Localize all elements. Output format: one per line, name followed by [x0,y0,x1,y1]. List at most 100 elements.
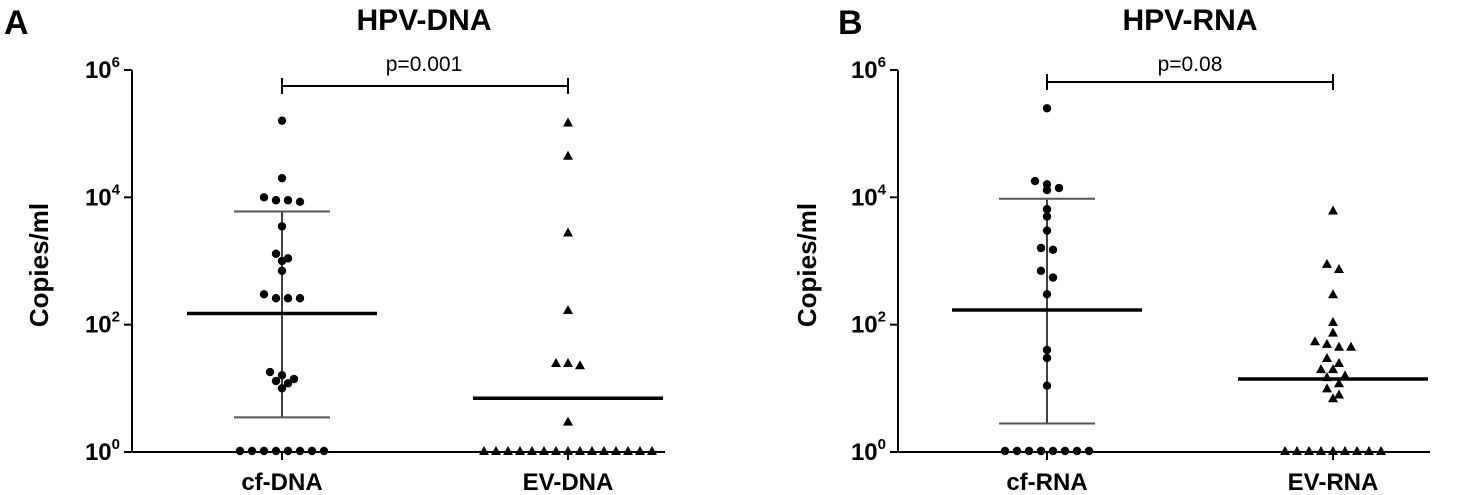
data-point [1060,446,1070,456]
data-point [271,446,281,456]
data-point [277,222,287,231]
data-point [277,256,287,266]
data-point [319,446,329,456]
data-point [1036,266,1046,276]
data-point [1042,381,1052,390]
data-point [259,446,269,456]
y-tick-label: 106 [851,54,886,84]
data-point [1084,446,1094,456]
y-tick-label: 106 [85,54,120,84]
data-point [527,446,537,455]
y-tick-label: 100 [851,436,886,466]
data-point [1334,357,1344,367]
data-point [1334,378,1344,388]
data-point [1346,341,1356,351]
data-point [265,367,275,377]
data-point [1352,446,1362,455]
data-point [283,379,293,388]
data-point [551,357,561,367]
data-point [563,416,573,426]
chart-title-b: HPV-RNA [1122,4,1257,37]
data-point [1048,245,1058,254]
data-point [563,357,573,367]
data-point [277,371,287,380]
data-point [1364,446,1374,455]
data-point [1376,446,1386,455]
data-point [1328,317,1338,327]
data-point [1334,389,1344,399]
data-point [295,446,305,456]
data-point [563,117,573,127]
data-point [623,446,633,455]
data-point [1334,263,1344,273]
data-point [599,446,609,455]
data-point [277,384,287,393]
data-point [575,446,585,455]
data-point [563,150,573,160]
category-label-cf-rna: cf-RNA [1006,469,1087,495]
data-point [1042,345,1052,355]
data-point [491,446,501,455]
data-point [259,290,269,299]
data-point [1042,185,1052,195]
data-point [1328,446,1338,455]
y-tick-label: 100 [85,436,120,466]
data-point [1042,205,1052,214]
data-point [1322,352,1332,362]
data-point [1048,446,1058,456]
data-point [1042,104,1052,113]
data-point [295,294,305,303]
data-point [611,446,621,455]
data-point [1328,289,1338,299]
data-point [1310,336,1320,346]
data-point [1322,383,1332,393]
panel-letter-b: B [838,4,863,42]
data-point [1328,393,1338,403]
data-point [247,446,257,456]
data-point [563,446,573,455]
data-point [1036,446,1046,456]
data-point [1304,446,1314,455]
data-point [289,374,299,384]
data-point [1042,226,1052,235]
data-point [1042,290,1052,299]
data-point [1328,205,1338,215]
data-point [1048,273,1058,282]
data-point [539,446,549,455]
data-point [1292,446,1302,455]
data-point [1322,372,1332,382]
data-point [235,446,245,456]
y-tick-label: 104 [851,181,887,211]
data-point [1328,327,1338,337]
category-label-ev-rna: EV-RNA [1288,469,1379,495]
data-point [551,446,561,455]
panel-a: A HPV-DNA Copies/ml p=0.001 cf-DNA EV-DN… [4,4,613,495]
data-point [283,294,293,303]
data-point [1042,180,1052,189]
data-point [1042,353,1052,363]
data-point [1328,364,1338,374]
data-point [1316,446,1326,455]
data-point [635,446,645,455]
data-point [1316,364,1326,374]
data-point [277,266,287,276]
p-value-label-b: p=0.08 [1158,53,1223,76]
data-point [1340,446,1350,455]
panel-b: B HPV-RNA Copies/ml p=0.08 cf-RNA EV-RNA [792,4,1378,495]
y-tick-label: 104 [85,181,121,211]
category-label-ev-dna: EV-DNA [523,469,614,495]
p-value-label-a: p=0.001 [386,53,463,76]
data-point [1054,183,1064,193]
data-point [271,249,281,258]
data-point [1030,176,1040,186]
plot-b: 100 102 104 106 [851,54,1430,466]
data-point [503,446,513,455]
y-axis-label-a: Copies/ml [24,203,54,327]
chart-marks: 100 102 104 106 100 102 104 106 [85,54,1430,466]
data-point [271,294,281,303]
data-point [1072,446,1082,456]
y-tick-label: 102 [85,309,120,339]
data-point [1036,243,1046,253]
data-point [575,360,585,370]
